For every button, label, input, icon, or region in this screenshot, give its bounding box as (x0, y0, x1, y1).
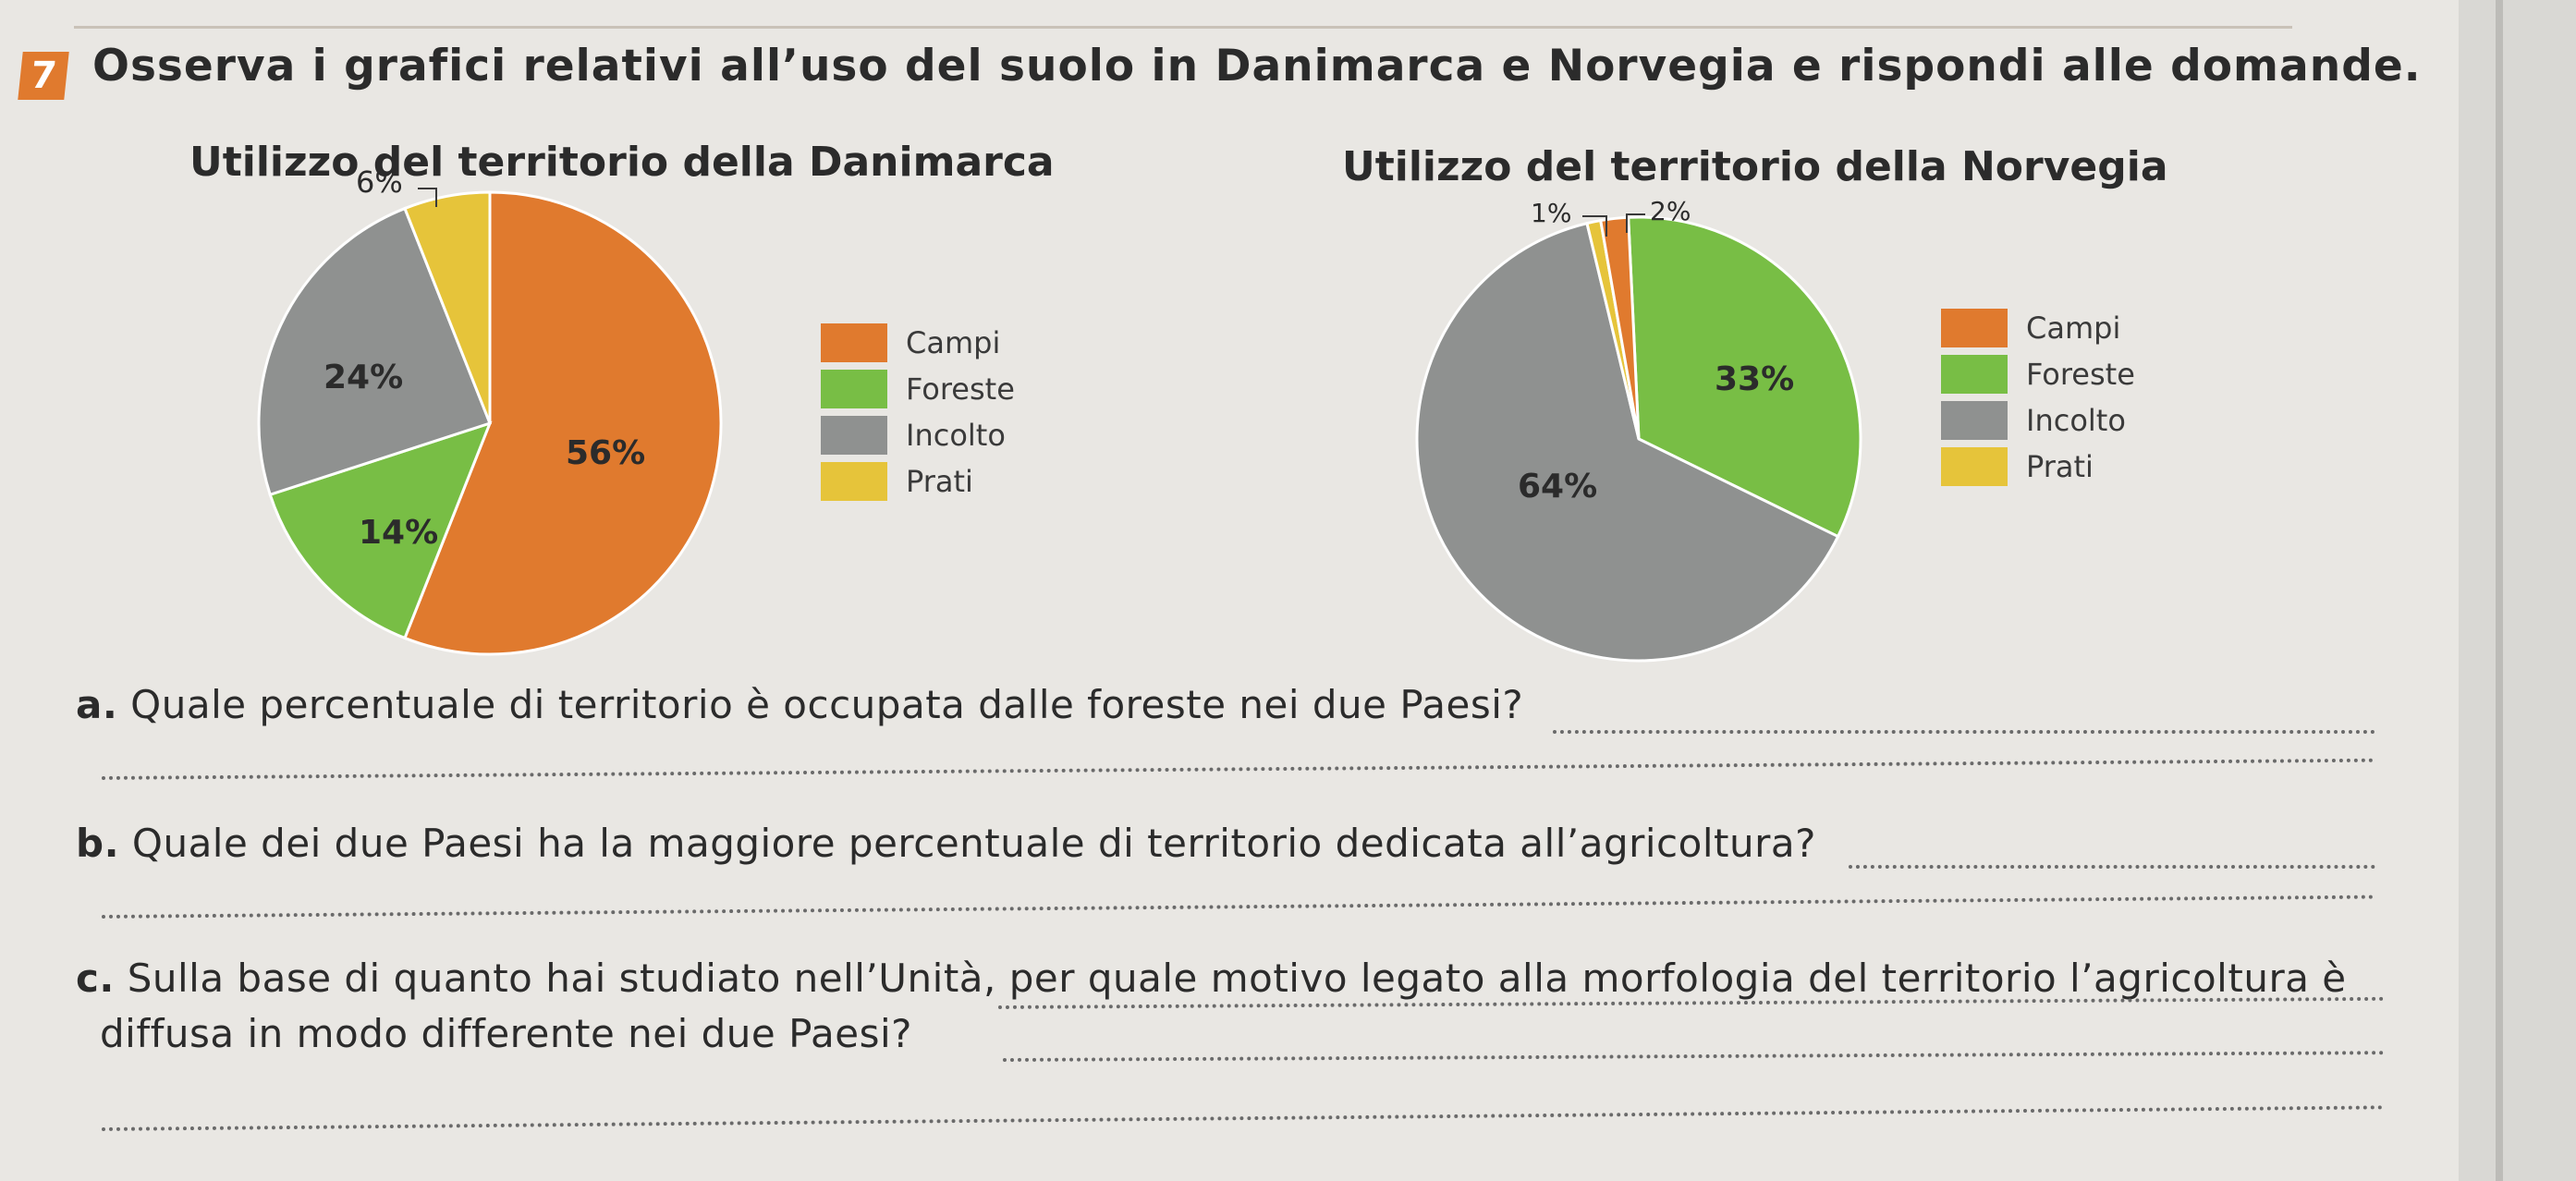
book-binding-edge (2496, 0, 2503, 1181)
legend-item-foreste: Foreste (1941, 351, 2135, 397)
legend-swatch-foreste (1941, 355, 2008, 394)
pie-slice-campi (1599, 215, 1641, 440)
question-text: Sulla base di quanto hai studiato nell’U… (127, 956, 2347, 1001)
legend-item-campi: Campi (1941, 305, 2135, 351)
legend-danimarca: Campi Foreste Incolto Prati (821, 320, 1015, 505)
pie-slice-prati (403, 190, 492, 424)
slice-label-prati-no: 1% (1531, 198, 1572, 228)
legend-label: Prati (2026, 449, 2094, 484)
answer-line[interactable] (1849, 865, 2375, 869)
legend-label: Incolto (2026, 403, 2126, 438)
question-text: Quale dei due Paesi ha la maggiore perce… (131, 821, 1816, 866)
legend-item-prati: Prati (821, 458, 1015, 505)
page-background-right (2459, 0, 2576, 1181)
top-rule (74, 26, 2292, 29)
slice-label-campi-dk: 56% (566, 434, 646, 472)
chart-title-norvegia: Utilizzo del territorio della Norvegia (1342, 143, 2168, 190)
question-letter: b. (76, 821, 120, 866)
pie-slice-foreste (1627, 215, 1862, 539)
question-text: Quale percentuale di territorio è occupa… (130, 682, 1524, 727)
legend-swatch-foreste (821, 370, 887, 408)
legend-swatch-incolto (1941, 401, 2008, 440)
legend-swatch-prati (1941, 447, 2008, 486)
legend-label: Prati (906, 464, 973, 499)
legend-item-incolto: Incolto (821, 412, 1015, 458)
pie-slice-campi (403, 190, 723, 656)
legend-norvegia: Campi Foreste Incolto Prati (1941, 305, 2135, 490)
legend-swatch-incolto (821, 416, 887, 455)
pie-slice-incolto (1415, 221, 1840, 663)
slice-label-prati-dk: 6% (356, 164, 403, 200)
question-letter: c. (76, 956, 115, 1001)
legend-label: Foreste (906, 371, 1015, 407)
legend-item-incolto: Incolto (1941, 397, 2135, 444)
legend-item-campi: Campi (821, 320, 1015, 366)
slice-label-incolto-no: 64% (1518, 468, 1598, 505)
legend-item-prati: Prati (1941, 444, 2135, 490)
question-a: a. Quale percentuale di territorio è occ… (76, 682, 1523, 727)
legend-swatch-campi (821, 323, 887, 362)
slice-label-foreste-dk: 14% (359, 514, 439, 552)
legend-label: Foreste (2026, 357, 2135, 392)
answer-line[interactable] (1553, 730, 2375, 734)
question-c-continued: diffusa in modo differente nei due Paesi… (100, 1011, 912, 1056)
legend-item-foreste: Foreste (821, 366, 1015, 412)
slice-label-incolto-dk: 24% (324, 359, 404, 396)
legend-label: Campi (2026, 310, 2121, 346)
legend-swatch-prati (821, 462, 887, 501)
question-b: b. Quale dei due Paesi ha la maggiore pe… (76, 821, 1816, 866)
exercise-instruction: Osserva i grafici relativi all’uso del s… (92, 41, 2422, 91)
legend-label: Campi (906, 325, 1001, 360)
slice-label-campi-no: 2% (1650, 196, 1691, 226)
legend-label: Incolto (906, 418, 1006, 453)
question-c: c. Sulla base di quanto hai studiato nel… (76, 956, 2347, 1001)
question-letter: a. (76, 682, 118, 727)
slice-label-foreste-no: 33% (1715, 360, 1795, 398)
chart-title-danimarca: Utilizzo del territorio della Danimarca (189, 139, 1055, 186)
legend-swatch-campi (1941, 309, 2008, 347)
